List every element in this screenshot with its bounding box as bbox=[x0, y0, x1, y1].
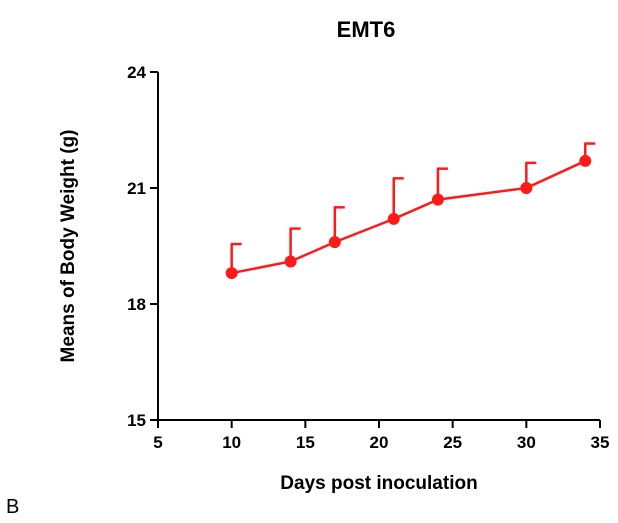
data-point bbox=[328, 236, 341, 249]
data-point bbox=[520, 182, 533, 194]
y-tick-label: 24 bbox=[127, 63, 146, 82]
data-point bbox=[387, 212, 400, 225]
y-tick-label: 15 bbox=[127, 411, 146, 430]
data-point bbox=[225, 267, 238, 280]
chart-title: EMT6 bbox=[337, 17, 396, 42]
x-tick-label: 15 bbox=[296, 433, 315, 452]
y-axis-label: Means of Body Weight (g) bbox=[58, 130, 79, 363]
data-point bbox=[431, 193, 444, 206]
x-tick-label: 10 bbox=[222, 433, 241, 452]
series-line bbox=[231, 159, 586, 275]
data-point bbox=[579, 154, 592, 167]
x-axis: 5 10 15 20 25 30 35 bbox=[153, 419, 610, 452]
plot-area bbox=[225, 142, 596, 280]
y-tick-label: 18 bbox=[127, 295, 146, 314]
y-tick-label: 21 bbox=[127, 179, 146, 198]
panel-label: B bbox=[6, 496, 20, 518]
data-point bbox=[284, 255, 297, 268]
x-tick-label: 35 bbox=[591, 433, 610, 452]
error-bar bbox=[392, 177, 404, 219]
x-axis-label: Days post inoculation bbox=[280, 473, 477, 494]
y-axis: 15 18 21 24 bbox=[127, 63, 159, 430]
x-tick-label: 30 bbox=[517, 433, 536, 452]
x-tick-label: 5 bbox=[153, 433, 162, 452]
x-tick-label: 20 bbox=[370, 433, 389, 452]
x-tick-label: 25 bbox=[443, 433, 462, 452]
